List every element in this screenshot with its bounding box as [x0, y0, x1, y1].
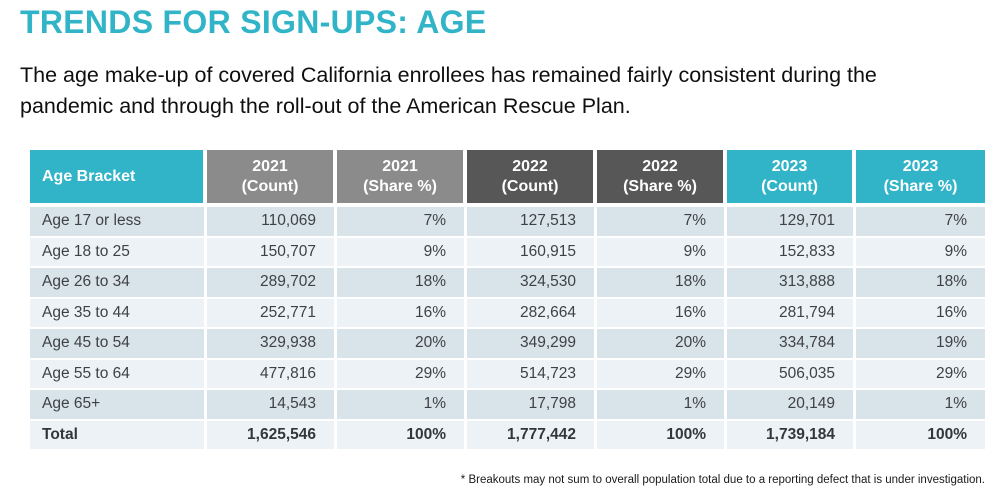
row-label: Age 55 to 64 — [30, 359, 207, 390]
row-label: Age 17 or less — [30, 207, 207, 238]
table-cell: 477,816 — [207, 359, 337, 390]
age-trends-table: Age Bracket 2021 (Count) 2021 (Share %) 2022 (… — [30, 150, 985, 451]
table-cell: 252,771 — [207, 298, 337, 329]
table-cell: 16% — [856, 298, 985, 329]
column-header-line1: 2021 — [382, 157, 418, 175]
table-cell: 329,938 — [207, 329, 337, 360]
table-header-row: Age Bracket 2021 (Count) 2021 (Share %) 2022 (… — [30, 150, 985, 207]
table-cell: 127,513 — [467, 207, 597, 238]
column-header-2021-share: 2021 (Share %) — [337, 150, 467, 207]
table-cell: 29% — [597, 359, 727, 390]
table-cell: 110,069 — [207, 207, 337, 238]
column-header-2023-share: 2023 (Share %) — [856, 150, 985, 207]
table-cell: 9% — [856, 237, 985, 268]
column-header-2023-count: 2023 (Count) — [727, 150, 856, 207]
table-cell: 18% — [597, 268, 727, 299]
column-header-age-bracket: Age Bracket — [30, 150, 207, 207]
table-cell: 1% — [337, 390, 467, 421]
table-cell: 100% — [597, 420, 727, 451]
column-header-line1: Age Bracket — [42, 167, 136, 185]
table-row-age-45-to-54: Age 45 to 54 329,938 20% 349,299 20% 334,784 1… — [30, 329, 985, 360]
table-cell: 313,888 — [727, 268, 856, 299]
table-cell: 152,833 — [727, 237, 856, 268]
table-cell: 514,723 — [467, 359, 597, 390]
column-header-line1: 2021 — [252, 157, 288, 175]
row-label: Age 18 to 25 — [30, 237, 207, 268]
column-header-line1: 2022 — [642, 157, 678, 175]
column-header-line2: (Count) — [241, 177, 299, 195]
table-cell: 9% — [337, 237, 467, 268]
column-header-line1: 2022 — [512, 157, 548, 175]
column-header-line2: (Share %) — [363, 177, 437, 195]
table-cell: 334,784 — [727, 329, 856, 360]
table-row-age-18-to-25: Age 18 to 25 150,707 9% 160,915 9% 152,833 9% — [30, 237, 985, 268]
table-cell: 160,915 — [467, 237, 597, 268]
table-cell: 7% — [856, 207, 985, 238]
table-row-age-65: Age 65+ 14,543 1% 17,798 1% 20,149 1% — [30, 390, 985, 421]
table-cell: 100% — [337, 420, 467, 451]
table-cell: 129,701 — [727, 207, 856, 238]
table-cell: 150,707 — [207, 237, 337, 268]
table-cell: 14,543 — [207, 390, 337, 421]
column-header-2021-count: 2021 (Count) — [207, 150, 337, 207]
table-cell: 18% — [337, 268, 467, 299]
table-cell: 19% — [856, 329, 985, 360]
table-row-age-35-to-44: Age 35 to 44 252,771 16% 282,664 16% 281,794 1… — [30, 298, 985, 329]
slide-title: TRENDS FOR SIGN-UPS: AGE — [20, 4, 487, 40]
table-cell: 506,035 — [727, 359, 856, 390]
table-cell: 289,702 — [207, 268, 337, 299]
table-row-total: Total 1,625,546 100% 1,777,442 100% 1,739,184… — [30, 420, 985, 451]
table-cell: 7% — [597, 207, 727, 238]
column-header-2022-count: 2022 (Count) — [467, 150, 597, 207]
table-cell: 17,798 — [467, 390, 597, 421]
row-label: Total — [30, 420, 207, 451]
table-cell: 16% — [337, 298, 467, 329]
table-cell: 9% — [597, 237, 727, 268]
table-cell: 1% — [597, 390, 727, 421]
table-cell: 1,625,546 — [207, 420, 337, 451]
table-cell: 100% — [856, 420, 985, 451]
table-cell: 349,299 — [467, 329, 597, 360]
row-label: Age 45 to 54 — [30, 329, 207, 360]
table-row-age-26-to-34: Age 26 to 34 289,702 18% 324,530 18% 313,888 1… — [30, 268, 985, 299]
table-cell: 282,664 — [467, 298, 597, 329]
table-cell: 20,149 — [727, 390, 856, 421]
row-label: Age 26 to 34 — [30, 268, 207, 299]
table-row-age-17-or-less: Age 17 or less 110,069 7% 127,513 7% 129,701 7… — [30, 207, 985, 238]
table-cell: 1,777,442 — [467, 420, 597, 451]
table-cell: 18% — [856, 268, 985, 299]
table-row-age-55-to-64: Age 55 to 64 477,816 29% 514,723 29% 506,035 2… — [30, 359, 985, 390]
column-header-line1: 2023 — [771, 157, 808, 175]
column-header-2022-share: 2022 (Share %) — [597, 150, 727, 207]
row-label: Age 35 to 44 — [30, 298, 207, 329]
row-label: Age 65+ — [30, 390, 207, 421]
slide-subtitle: The age make-up of covered California en… — [20, 63, 877, 118]
column-header-line2: (Share %) — [623, 177, 697, 195]
table-cell: 1% — [856, 390, 985, 421]
table-cell: 29% — [337, 359, 467, 390]
table-cell: 281,794 — [727, 298, 856, 329]
table-cell: 1,739,184 — [727, 420, 856, 451]
table-cell: 20% — [597, 329, 727, 360]
column-header-line2: (Share %) — [883, 177, 958, 195]
table-cell: 7% — [337, 207, 467, 238]
column-header-line2: (Count) — [501, 177, 559, 195]
table-cell: 20% — [337, 329, 467, 360]
table-cell: 16% — [597, 298, 727, 329]
table-cell: 29% — [856, 359, 985, 390]
table-cell: 324,530 — [467, 268, 597, 299]
column-header-line1: 2023 — [902, 157, 939, 175]
footnote: * Breakouts may not sum to overall popul… — [460, 474, 985, 486]
table-body: Age 17 or less 110,069 7% 127,513 7% 129,701 7… — [30, 207, 985, 451]
column-header-line2: (Count) — [761, 177, 818, 195]
